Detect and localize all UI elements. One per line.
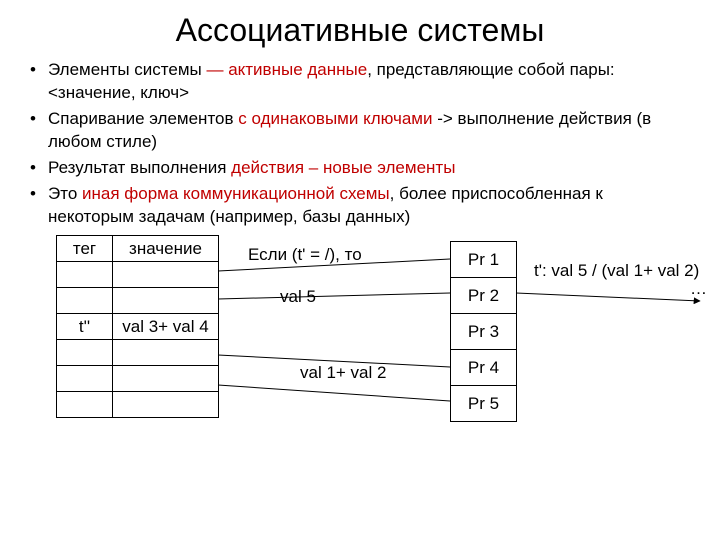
diagram-area: тег значение t''val 3+ val 4 Pr 1 Pr 2 P…: [0, 235, 720, 535]
output-label-1: t': val 5 / (val 1+ val 2): [534, 261, 699, 281]
val12-label: val 1+ val 2: [300, 363, 386, 383]
bullet-pre: Спаривание элементов: [48, 109, 238, 128]
pr-cell: Pr 1: [451, 242, 517, 278]
table-row: [57, 288, 219, 314]
table-header-row: тег значение: [57, 236, 219, 262]
pr-row: Pr 2: [451, 278, 517, 314]
pr-cell: Pr 3: [451, 314, 517, 350]
cell-tag: [57, 288, 113, 314]
bullet-item: Спаривание элементов с одинаковыми ключа…: [48, 108, 692, 154]
pr-cell: Pr 2: [451, 278, 517, 314]
pr-row: Pr 1: [451, 242, 517, 278]
pr-row: Pr 3: [451, 314, 517, 350]
table-row: [57, 366, 219, 392]
table-row: t''val 3+ val 4: [57, 314, 219, 340]
bullet-item: Результат выполнения действия – новые эл…: [48, 157, 692, 180]
cell-value: [113, 392, 219, 418]
val5-label: val 5: [280, 287, 316, 307]
bullet-red: с одинаковыми ключами: [238, 109, 432, 128]
table-row: [57, 392, 219, 418]
header-tag: тег: [57, 236, 113, 262]
table-row: [57, 262, 219, 288]
cell-tag: [57, 392, 113, 418]
output-label-2: …: [690, 279, 707, 299]
cell-tag: [57, 366, 113, 392]
pr-table: Pr 1 Pr 2 Pr 3 Pr 4 Pr 5: [450, 241, 517, 422]
tag-value-table: тег значение t''val 3+ val 4: [56, 235, 219, 418]
bullet-pre: Элементы системы: [48, 60, 206, 79]
cell-value: [113, 288, 219, 314]
cell-tag: [57, 262, 113, 288]
pr-cell: Pr 4: [451, 350, 517, 386]
bullet-red: — активные данные: [206, 60, 367, 79]
slide-title: Ассоциативные системы: [0, 0, 720, 59]
cell-tag: [57, 340, 113, 366]
cell-value: [113, 366, 219, 392]
bullet-item: Элементы системы — активные данные, пред…: [48, 59, 692, 105]
bullet-pre: Результат выполнения: [48, 158, 231, 177]
pr-row: Pr 5: [451, 386, 517, 422]
bullet-red: иная форма коммуникационной схемы: [82, 184, 390, 203]
table-row: [57, 340, 219, 366]
condition-label: Если (t' = /), то: [248, 245, 362, 265]
header-value: значение: [113, 236, 219, 262]
cell-value: [113, 262, 219, 288]
bullet-pre: Это: [48, 184, 82, 203]
bullet-red: действия – новые элементы: [231, 158, 455, 177]
cell-value: val 3+ val 4: [113, 314, 219, 340]
pr-cell: Pr 5: [451, 386, 517, 422]
bullet-item: Это иная форма коммуникационной схемы, б…: [48, 183, 692, 229]
cell-value: [113, 340, 219, 366]
cell-tag: t'': [57, 314, 113, 340]
bullet-list: Элементы системы — активные данные, пред…: [0, 59, 720, 229]
pr-row: Pr 4: [451, 350, 517, 386]
